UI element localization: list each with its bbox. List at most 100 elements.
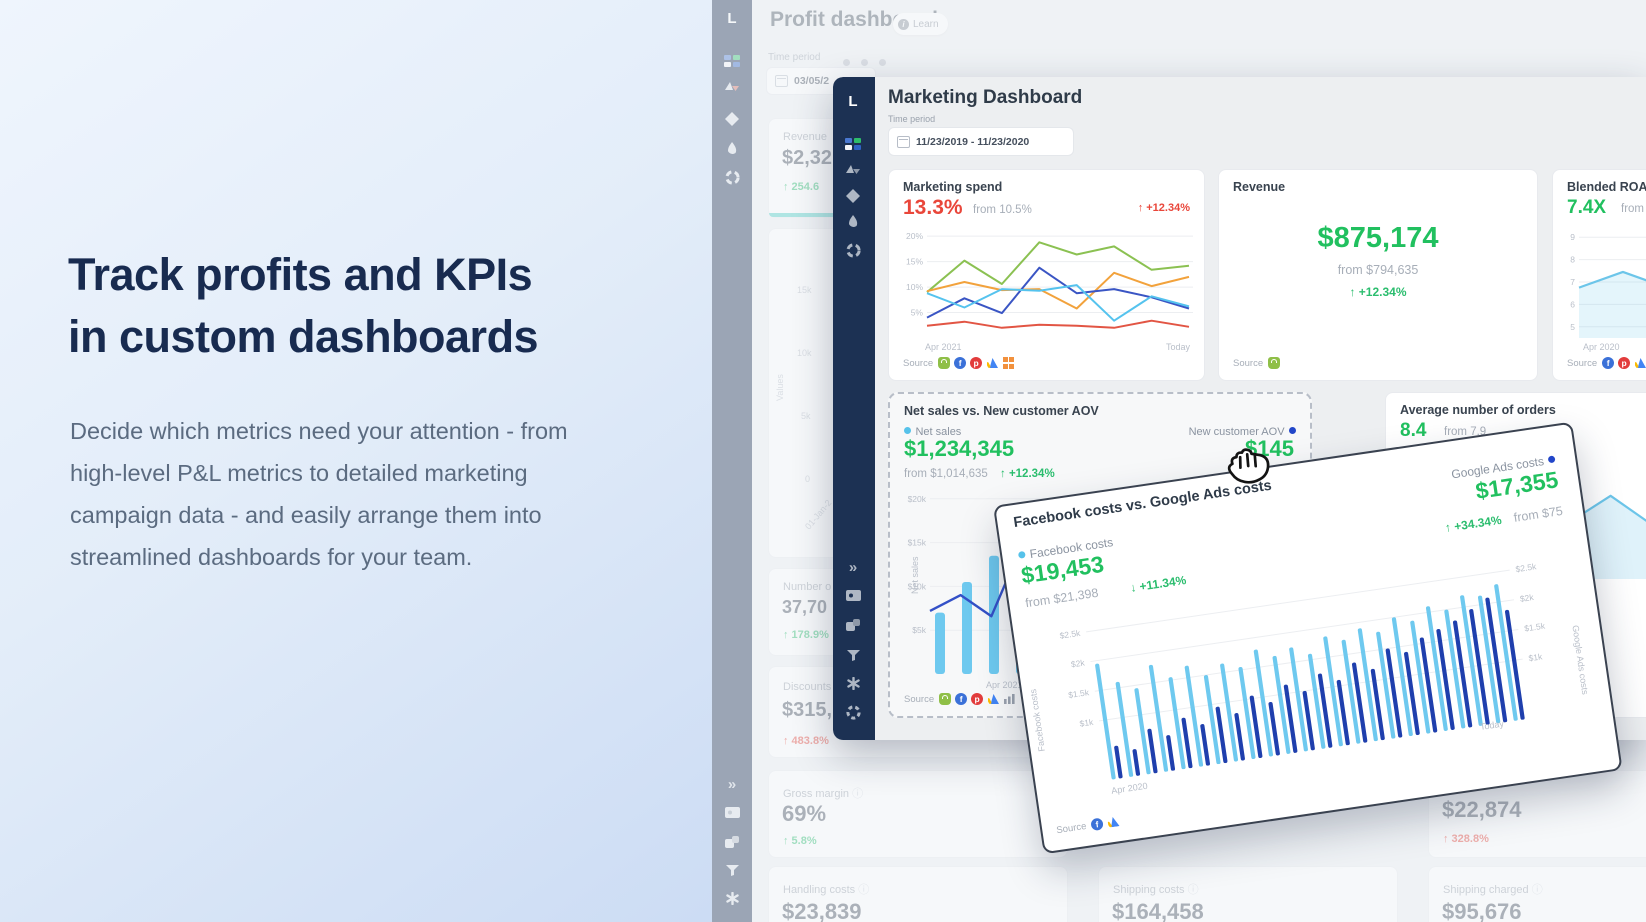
time-period-label: Time period [888, 114, 936, 124]
calendar-icon [897, 135, 910, 148]
marketing-spend-value: 13.3% [903, 196, 963, 219]
revenue-delta: ↑ +12.34% [1349, 285, 1407, 299]
billing-card-icon[interactable] [833, 589, 873, 604]
facebook-google-costs-card[interactable]: Facebook costs vs. Google Ads costs Face… [993, 421, 1623, 855]
pinterest-icon: p [1618, 357, 1631, 369]
app-logo: L [848, 93, 858, 110]
svg-text:5%: 5% [911, 308, 924, 318]
dashboards-icon[interactable] [833, 131, 873, 150]
marketing-spend-delta: ↑ +12.34% [1137, 202, 1190, 214]
marketing-spend-chart: 20% 15% 10% 5% [906, 231, 1193, 329]
card-title: Marketing spend [903, 180, 1003, 194]
shopify-icon [1268, 357, 1281, 369]
avg-orders-value: 8.4 [1400, 420, 1427, 441]
window-sidebar: L » [833, 77, 875, 740]
shopify-icon [938, 357, 951, 369]
svg-text:7: 7 [1570, 277, 1575, 287]
integrations-icon[interactable] [833, 619, 873, 635]
svg-text:$20k: $20k [908, 494, 927, 504]
card-title: Net sales vs. New customer AOV [904, 404, 1099, 418]
google-icon [1634, 357, 1646, 369]
sync-icon[interactable] [833, 243, 873, 261]
pinterest-icon: p [970, 357, 983, 369]
google-icon [987, 693, 999, 705]
roas-chart: 9 8 7 6 5 [1570, 232, 1646, 338]
net-sales-value: $1,234,345 [904, 436, 1015, 461]
analytics-icon[interactable] [833, 163, 873, 178]
heading-line-2: in custom dashboards [68, 311, 539, 362]
google-costs-from: from $75 [1512, 503, 1564, 525]
card-title: Revenue [1233, 180, 1286, 194]
svg-text:5: 5 [1570, 322, 1575, 332]
svg-text:$2k: $2k [1519, 592, 1535, 604]
card-title: Average number of orders [1400, 403, 1556, 417]
svg-text:$2.5k: $2.5k [1515, 561, 1538, 574]
svg-text:$1k: $1k [1079, 717, 1095, 729]
costs-paired-bar-chart: $2.5k $2.5k $2k $2k $1.5k $1.5k $1k $1k [1059, 561, 1547, 780]
facebook-costs-delta: ↓ +11.34% [1129, 572, 1188, 595]
google-costs-delta: ↑ +34.34% [1444, 512, 1503, 535]
svg-text:9: 9 [1570, 232, 1575, 242]
net-sales-legend: Net sales [904, 422, 961, 440]
shopify-icon [939, 693, 952, 705]
svg-text:8: 8 [1570, 255, 1575, 265]
revenue-value: $875,174 [1317, 222, 1439, 254]
facebook-icon: f [1602, 357, 1615, 369]
diamond-icon[interactable] [833, 189, 873, 206]
collapse-icon[interactable]: » [848, 559, 858, 576]
facebook-icon: f [955, 693, 968, 705]
svg-text:$15k: $15k [908, 538, 927, 548]
heading-line-1: Track profits and KPIs [68, 249, 533, 300]
microsoft-icon [1002, 357, 1014, 369]
facebook-icon: f [1090, 817, 1104, 832]
drop-icon[interactable] [833, 215, 873, 232]
svg-text:15%: 15% [906, 257, 923, 267]
source-row: Source [1233, 357, 1281, 369]
net-sales-delta: ↑ +12.34% [1000, 468, 1055, 480]
aov-legend: New customer AOV [1189, 422, 1296, 440]
net-sales-from: from $1,014,635 [904, 468, 988, 480]
marketing-panel: Track profits and KPIs in custom dashboa… [0, 0, 712, 922]
facebook-costs-from: from $21,398 [1024, 585, 1100, 611]
facebook-icon: f [954, 357, 967, 369]
svg-text:10%: 10% [906, 282, 923, 292]
settings-asterisk-icon[interactable] [833, 676, 873, 693]
chart-icon [1003, 693, 1015, 705]
svg-text:$10k: $10k [908, 581, 927, 591]
svg-text:$2.5k: $2.5k [1059, 628, 1082, 641]
grab-hand-cursor [1218, 441, 1279, 503]
svg-text:$5k: $5k [912, 625, 926, 635]
filter-icon[interactable] [833, 649, 873, 664]
card-title: Blended ROAS [1567, 180, 1646, 194]
pinterest-icon: p [971, 693, 984, 705]
marketing-spend-card[interactable]: Marketing spend 13.3% from 10.5% ↑ +12.3… [888, 169, 1205, 381]
aov-dot [1289, 427, 1296, 435]
marketing-spend-from: from 10.5% [973, 204, 1032, 216]
date-range-picker[interactable]: 11/23/2019 - 11/23/2020 [888, 127, 1074, 156]
revenue-card[interactable]: Revenue $875,174 from $794,635 ↑ +12.34%… [1218, 169, 1538, 381]
page-description: Decide which metrics need your attention… [70, 417, 568, 570]
svg-text:6: 6 [1570, 299, 1575, 309]
date-range-value: 11/23/2019 - 11/23/2020 [916, 135, 1030, 148]
google-costs-meta: ↑ +34.34% from $75 [1444, 502, 1564, 537]
svg-text:20%: 20% [906, 231, 923, 241]
svg-text:$1.5k: $1.5k [1524, 621, 1547, 634]
svg-text:$1k: $1k [1528, 651, 1544, 663]
roas-value: 7.4X [1567, 197, 1607, 218]
google-icon [986, 357, 998, 369]
google-icon [1106, 815, 1120, 829]
window-title: Marketing Dashboard [888, 87, 1083, 108]
net-sales-dot [904, 427, 911, 435]
roas-from: from ( [1621, 203, 1646, 215]
svg-text:$1.5k: $1.5k [1068, 687, 1091, 700]
source-row: Source f [1056, 815, 1120, 836]
page-title: Track profits and KPIs in custom dashboa… [68, 244, 539, 368]
gear-icon[interactable] [833, 705, 873, 723]
revenue-from: from $794,635 [1337, 263, 1419, 277]
svg-text:$2k: $2k [1070, 657, 1086, 669]
